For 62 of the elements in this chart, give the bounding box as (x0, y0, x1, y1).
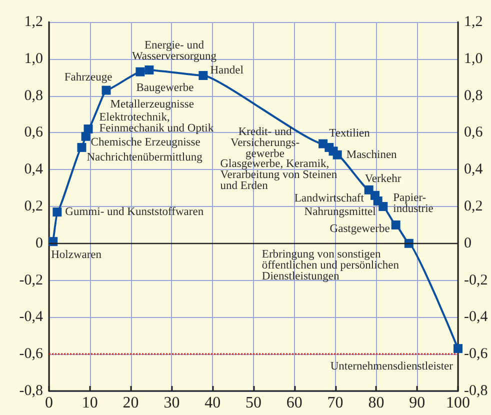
annotation: Gastgewerbe (330, 222, 390, 235)
annotation: Kredit- und Versicherungs- gewerbe (230, 126, 300, 160)
point (77, 142, 86, 152)
y-tick-label: 0 (36, 235, 43, 252)
x-tick-label: 50 (246, 394, 262, 412)
y-tick-label: -0,4 (19, 309, 44, 326)
annotation: Glasgewerbe, Keramik, Verarbeitung von Steinen und Erden (220, 158, 338, 192)
y2-tick-label: 0,2 (464, 198, 483, 214)
annotation: Metallerzeugnisse (110, 98, 194, 110)
y-tick-label: -0,6 (19, 346, 44, 362)
y-tick-label: 0,8 (24, 88, 43, 104)
annotation: Unternehmensdienstleister (330, 360, 454, 373)
x-tick-label: 40 (204, 394, 221, 412)
y-tick-label: -0,8 (19, 383, 43, 399)
annotation: Nachrichtenübermittlung (86, 151, 203, 164)
annotation: Papier- industrie (393, 192, 434, 215)
annotation: Energie- und Wasserversorgung (132, 39, 217, 62)
point (136, 67, 145, 76)
y2-tick-label: 0,8 (464, 88, 483, 104)
x-tick-label: 30 (164, 394, 180, 412)
annotation: Gummi- und Kunststoffwaren (65, 206, 204, 218)
annotation: Chemische Erzeugnisse (90, 136, 200, 148)
point (391, 220, 400, 230)
annotation: Nahrungsmittel (304, 206, 376, 218)
point (144, 65, 154, 74)
x-tick-label: 80 (368, 394, 384, 412)
x-tick-label: 10 (82, 394, 98, 412)
annotation: Verkehr (364, 172, 402, 185)
annotation: Maschinen (346, 148, 398, 161)
x-tick-label: 70 (327, 394, 344, 412)
y-tick-label: 0,6 (24, 124, 44, 141)
x-tick-label: 90 (409, 394, 426, 412)
annotation: Elektrotechnik, Feinmechanik und Optik (99, 112, 214, 135)
y2-tick-label: 0,4 (464, 162, 484, 178)
y2-tick-label: 0,6 (464, 124, 484, 141)
y-tick-label: 0,4 (24, 162, 44, 178)
point (102, 86, 111, 95)
point (378, 202, 388, 211)
y-tick-label: 1,0 (24, 50, 43, 67)
point (84, 124, 93, 134)
annotation: Erbringung von sonstigen öffentlichen und persönlichen Dienstleistungen (262, 248, 400, 282)
y2-tick-label: -0,6 (464, 346, 488, 362)
annotation: Baugewerbe (136, 82, 194, 94)
y2-tick-label: -0,2 (464, 272, 488, 288)
point (52, 208, 62, 217)
annotation: Textilien (329, 127, 370, 140)
y-tick-label: 0,2 (24, 198, 43, 214)
y2-tick-label: 1,0 (464, 50, 483, 67)
x-tick-label: 20 (122, 394, 139, 412)
x-tick-label: 60 (286, 394, 302, 412)
annotation: Landwirtschaft (294, 192, 365, 204)
y-tick-label: 1,2 (24, 14, 43, 30)
annotation: Handel (210, 64, 244, 77)
y2-tick-label: -0,4 (464, 309, 488, 326)
y2-tick-label: 1,2 (464, 14, 483, 30)
point (198, 71, 208, 80)
point (332, 150, 342, 160)
point (454, 344, 462, 354)
y-tick-label: -0,2 (19, 272, 43, 288)
annotation: Fahrzeuge (64, 71, 112, 84)
annotation: Holzwaren (51, 249, 102, 262)
y2-tick-label: 0 (464, 235, 472, 252)
